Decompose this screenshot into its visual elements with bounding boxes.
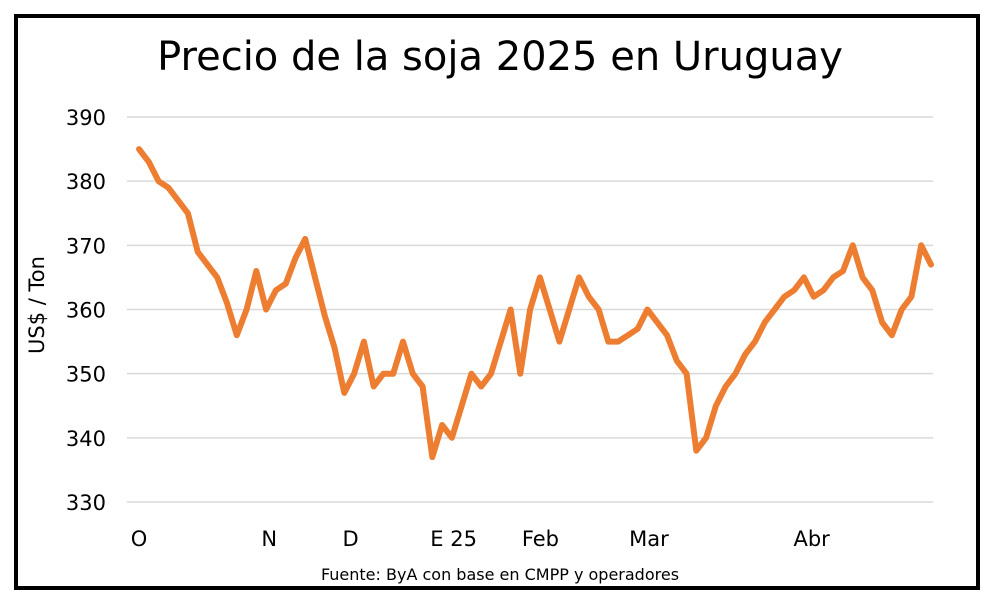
source-note: Fuente: ByA con base en CMPP y operadore… [320,565,680,584]
y-tick-label: 380 [66,170,106,194]
x-tick-label: N [261,527,277,551]
x-tick-label: D [342,527,358,551]
chart-title: Precio de la soja 2025 en Uruguay [157,34,843,80]
y-axis-title: US$ / Ton [25,256,49,354]
x-tick-label: Feb [522,527,559,551]
x-tick-label: Abr [793,527,830,551]
y-tick-label: 390 [66,106,106,130]
x-tick-label: Mar [629,527,669,551]
chart-frame [14,14,980,590]
x-tick-labels: O N D E 25 Feb Mar Abr [131,527,830,551]
y-tick-label: 370 [66,234,106,258]
y-tick-labels: 330 340 350 360 370 380 390 [66,106,106,515]
x-tick-label: E 25 [430,527,477,551]
y-tick-label: 360 [66,299,106,323]
y-tick-label: 330 [66,491,106,515]
x-tick-label: O [131,527,148,551]
series-line-soy-price [136,146,934,461]
y-tick-label: 350 [66,363,106,387]
gridlines [127,116,933,503]
y-tick-label: 340 [66,427,106,451]
